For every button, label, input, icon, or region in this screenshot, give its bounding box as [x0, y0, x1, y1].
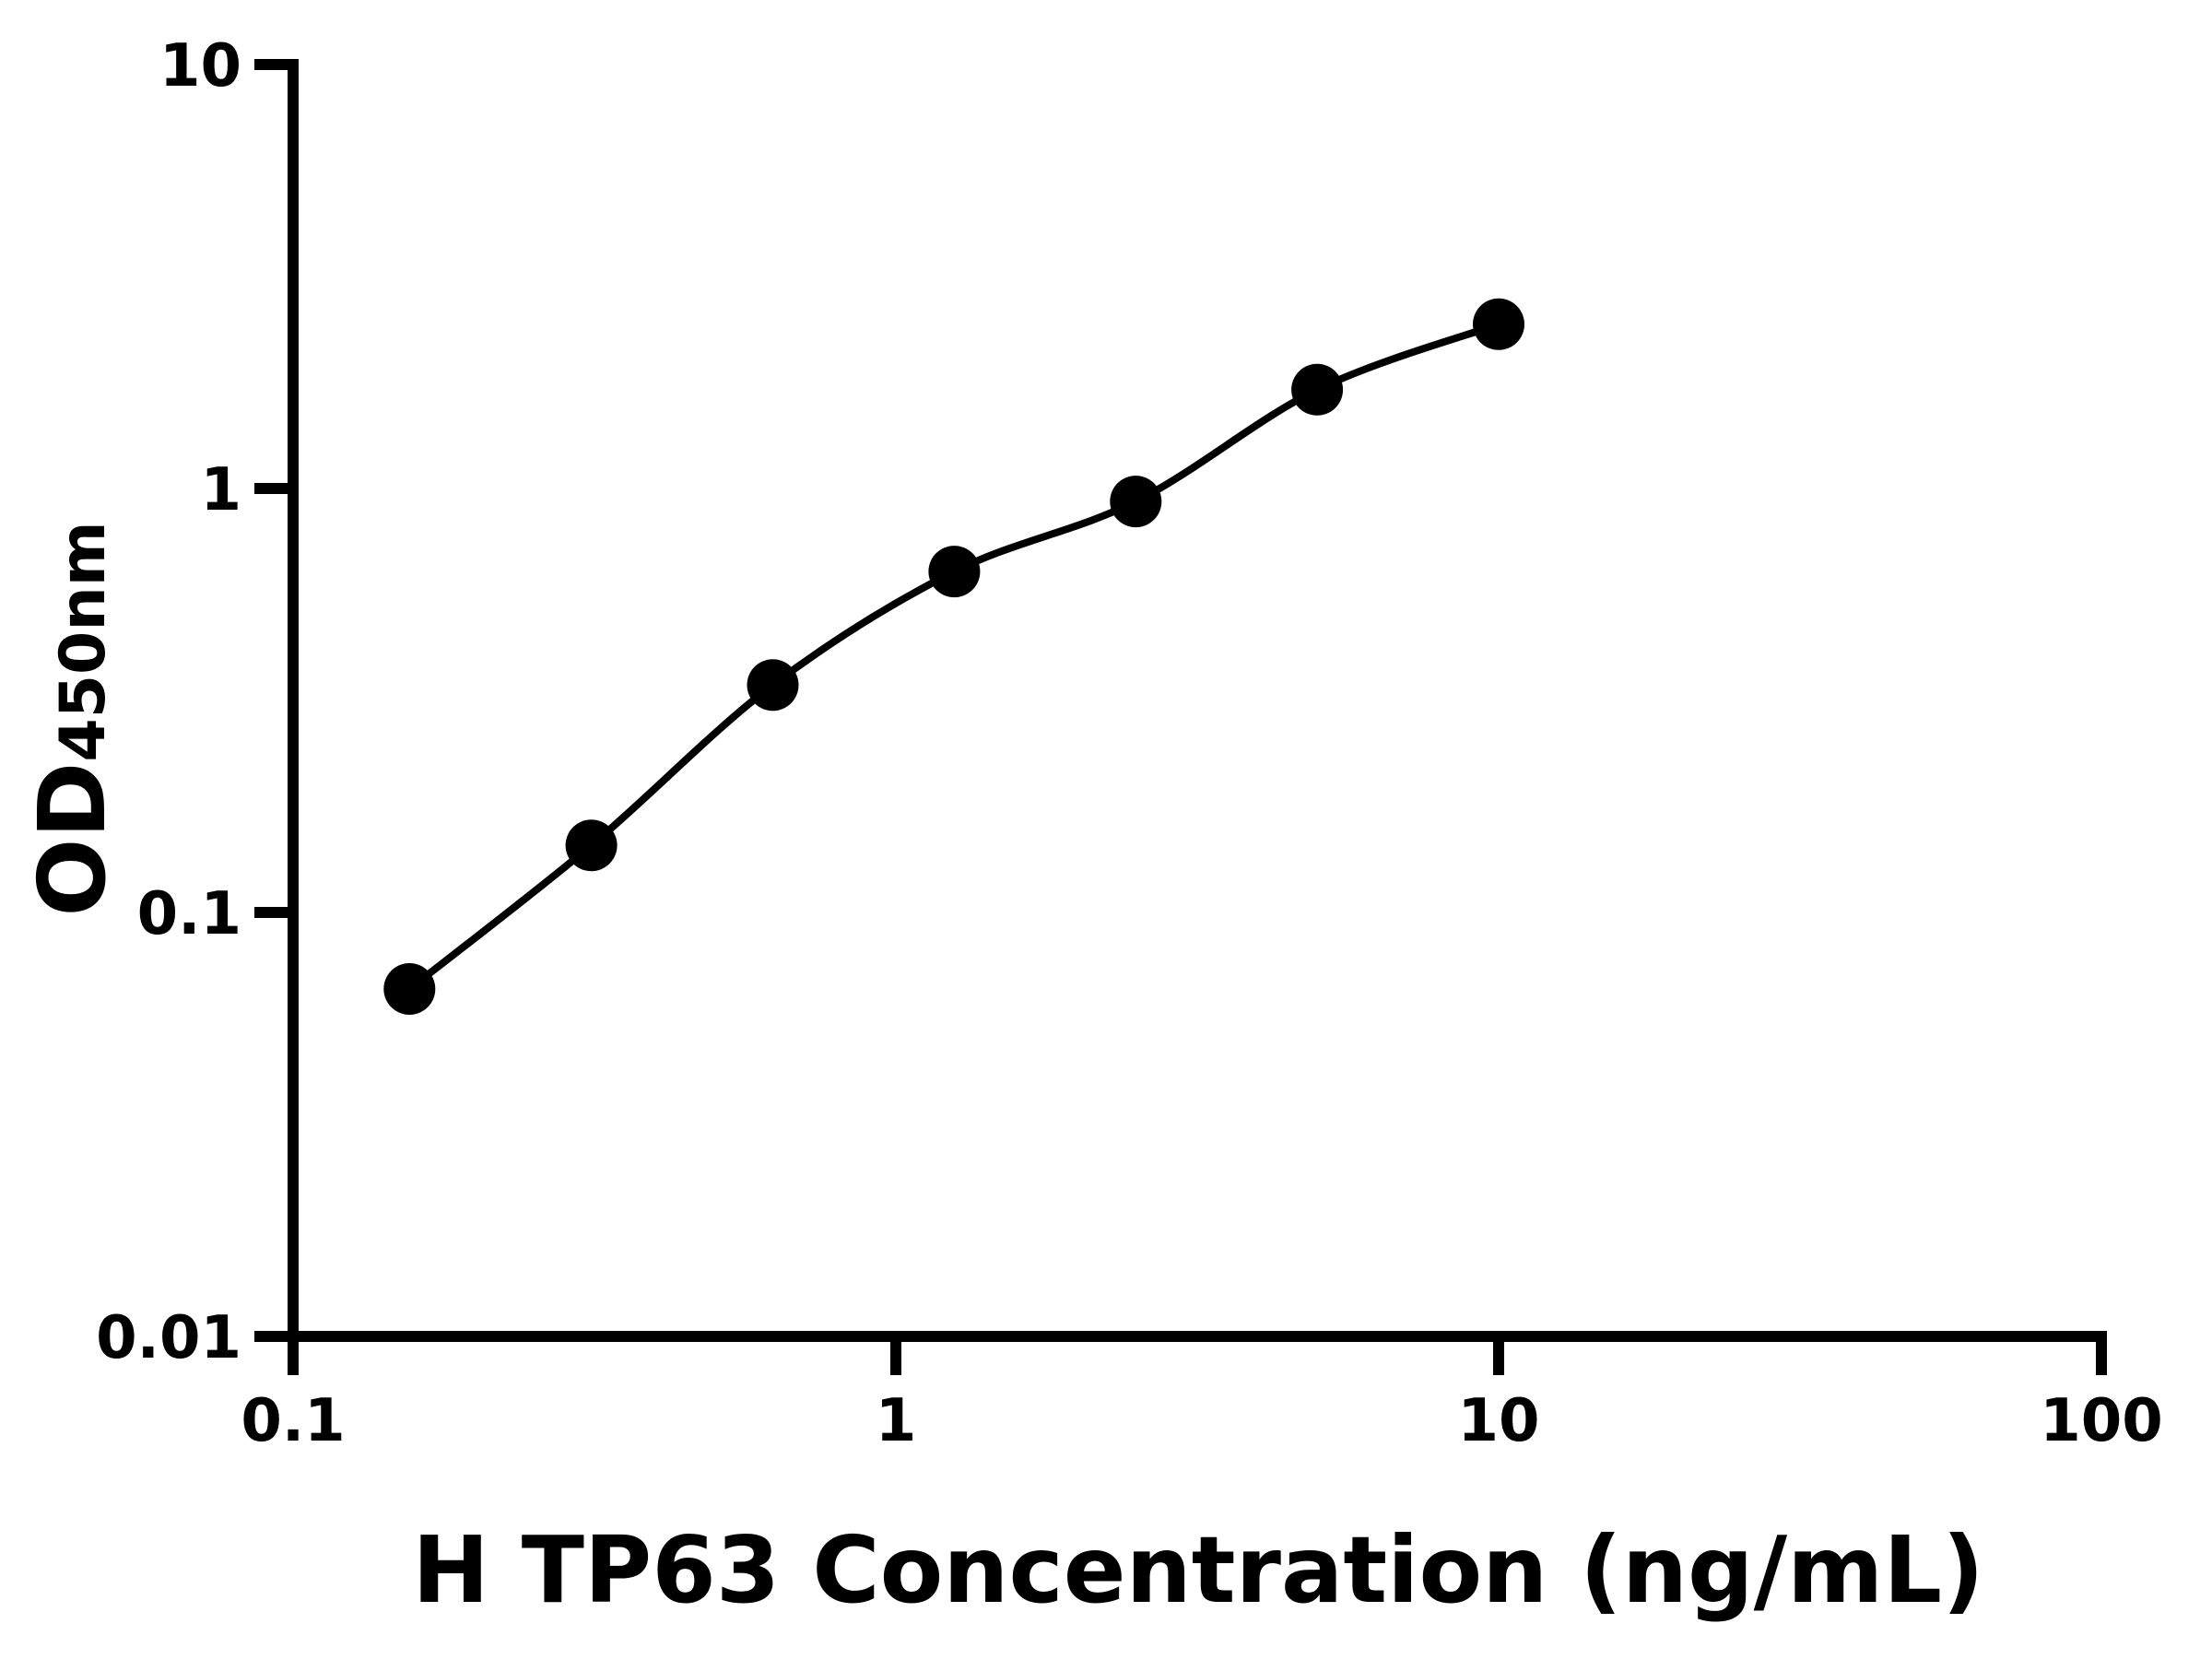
data-series [383, 298, 1524, 1015]
data-point-marker [565, 819, 618, 872]
data-point-marker [1473, 298, 1524, 350]
data-point-marker [383, 963, 436, 1015]
data-point-marker [928, 546, 981, 598]
y-tick-label: 0.1 [137, 880, 241, 948]
standard-curve-line [406, 320, 1502, 993]
x-tick-label: 100 [2040, 1387, 2163, 1455]
x-tick-label: 1 [876, 1387, 917, 1455]
y-axis-title-main: OD [18, 762, 126, 917]
y-tick-label: 10 [159, 32, 241, 100]
y-axis-title-sub: 450nm [47, 521, 120, 761]
data-point-marker [1291, 363, 1344, 416]
axes [288, 59, 2107, 1342]
axis-ticks [254, 59, 2107, 1375]
x-tick-label: 10 [1457, 1387, 1539, 1455]
data-point-marker [747, 659, 799, 712]
data-point-marker [1110, 476, 1162, 528]
y-tick-label: 1 [200, 456, 241, 524]
x-axis-title: H TP63 Concentration (ng/mL) [412, 1516, 1984, 1624]
y-axis-title: OD450nm [18, 521, 126, 916]
x-tick-label: 0.1 [241, 1387, 345, 1455]
y-tick-label: 0.01 [96, 1304, 241, 1372]
